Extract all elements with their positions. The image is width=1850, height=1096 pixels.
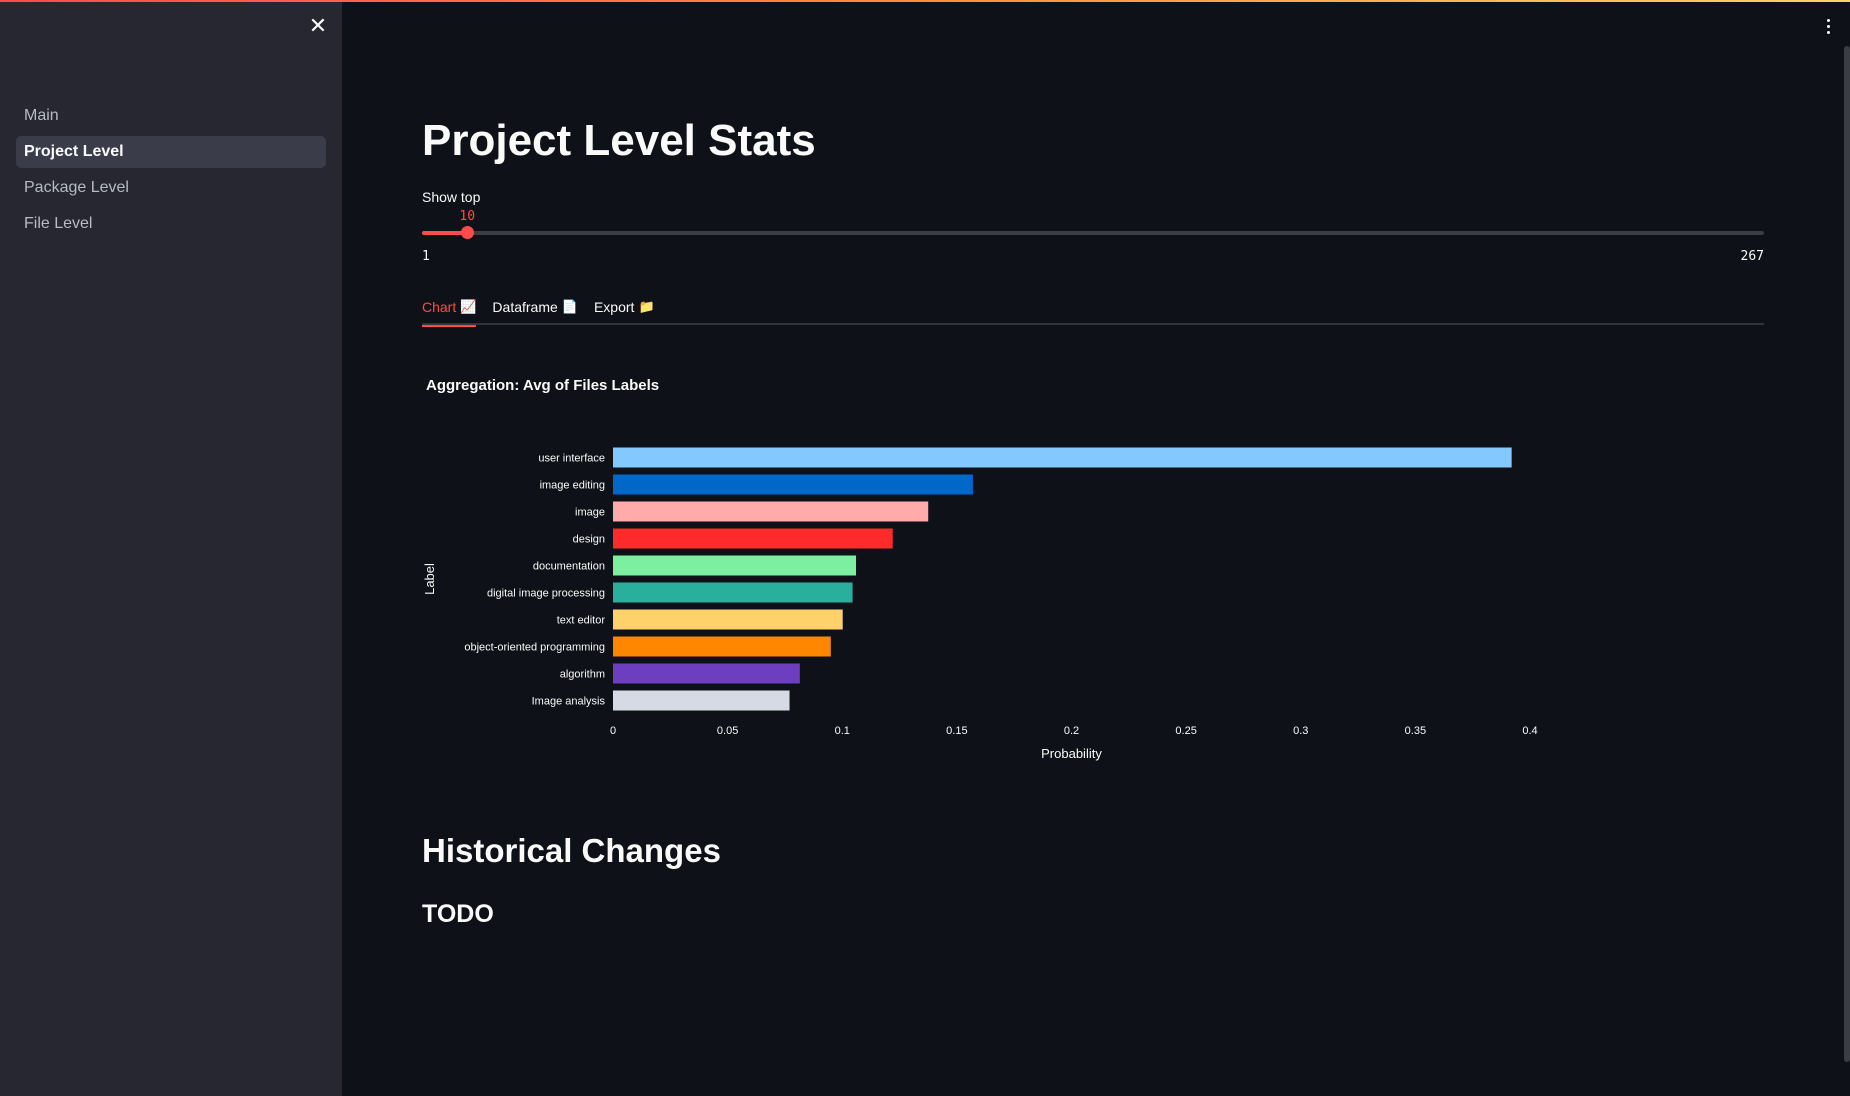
category-tick-label: image (575, 507, 605, 519)
slider-max-value: 267 (1740, 249, 1764, 264)
x-tick-label: 0.05 (717, 725, 738, 737)
y-axis-label: Label (422, 563, 437, 595)
slider-value: 10 (459, 209, 476, 224)
slider-fill (422, 231, 469, 235)
tab-label: Chart (422, 299, 457, 315)
slider-label: Show top (422, 189, 481, 205)
tab-label: Export (593, 299, 635, 315)
x-tick-label: 0 (610, 725, 616, 737)
x-tick-label: 0.15 (946, 725, 967, 737)
bar-chart: user interface image editing image design do… (422, 447, 1538, 761)
section-subtitle: TODO (422, 900, 494, 928)
sidebar-item-file-level[interactable]: File Level (16, 208, 326, 240)
x-tick-label: 0.3 (1293, 725, 1308, 737)
close-sidebar-button[interactable]: ✕ (306, 13, 330, 38)
tab-label: Dataframe (492, 299, 558, 315)
sidebar-item-main[interactable]: Main (16, 100, 326, 132)
slider-min-value: 1 (422, 249, 430, 264)
bar (613, 528, 893, 549)
tab-dataframe[interactable]: Dataframe 📄 (492, 289, 578, 325)
top-decoration-bar (0, 0, 1850, 2)
tab-export[interactable]: Export 📁 (594, 289, 655, 325)
scrollbar[interactable] (1844, 46, 1850, 1062)
category-tick-label: user interface (538, 453, 605, 465)
page-icon: 📄 (561, 299, 578, 314)
category-tick-label: object-oriented programming (464, 642, 605, 654)
bar (613, 447, 1512, 468)
slider-thumb[interactable] (461, 226, 475, 239)
chart-increasing-icon: 📈 (460, 299, 477, 314)
section-title: Historical Changes (422, 832, 721, 869)
tab-chart[interactable]: Chart 📈 (422, 289, 477, 327)
x-tick-label: 0.35 (1405, 725, 1426, 737)
sidebar-item-label: Main (24, 107, 59, 124)
sidebar: ✕ Main Project Level Package Level File … (0, 0, 342, 1096)
sidebar-nav: Main Project Level Package Level File Le… (16, 100, 326, 244)
x-axis-label: Probability (1041, 746, 1102, 761)
bar (613, 582, 853, 603)
bar (613, 663, 800, 684)
x-tick-label: 0.2 (1064, 725, 1079, 737)
bar (613, 636, 831, 657)
page-title: Project Level Stats (422, 116, 816, 165)
x-tick-label: 0.25 (1175, 725, 1196, 737)
sidebar-item-label: Project Level (24, 143, 124, 160)
category-tick-label: Image analysis (532, 696, 606, 708)
category-tick-label: image editing (540, 480, 605, 492)
x-tick-label: 0.4 (1522, 725, 1537, 737)
category-tick-label: design (573, 534, 605, 546)
bar (613, 609, 843, 630)
folder-icon: 📁 (638, 299, 655, 314)
sidebar-item-project-level[interactable]: Project Level (16, 136, 326, 168)
category-tick-label: digital image processing (487, 588, 605, 600)
sidebar-item-package-level[interactable]: Package Level (16, 172, 326, 204)
tab-bar: Chart 📈 Dataframe 📄 Export 📁 (422, 289, 1764, 327)
sidebar-item-label: Package Level (24, 179, 129, 196)
bar (613, 474, 973, 495)
bar (613, 555, 857, 576)
x-tick-label: 0.1 (835, 725, 850, 737)
category-tick-label: text editor (557, 615, 606, 627)
main-menu-button[interactable] (1820, 14, 1836, 38)
bar (613, 690, 790, 711)
main-content: Project Level Stats Show top 10 1 267 Ch… (422, 0, 1764, 1096)
slider-track[interactable] (422, 231, 1764, 235)
category-tick-label: algorithm (560, 669, 605, 681)
category-tick-label: documentation (533, 561, 605, 573)
chart-title: Aggregation: Avg of Files Labels (426, 377, 660, 394)
close-icon: ✕ (308, 13, 328, 38)
kebab-menu-icon (1826, 18, 1830, 22)
bar (613, 501, 929, 522)
sidebar-item-label: File Level (24, 215, 93, 232)
